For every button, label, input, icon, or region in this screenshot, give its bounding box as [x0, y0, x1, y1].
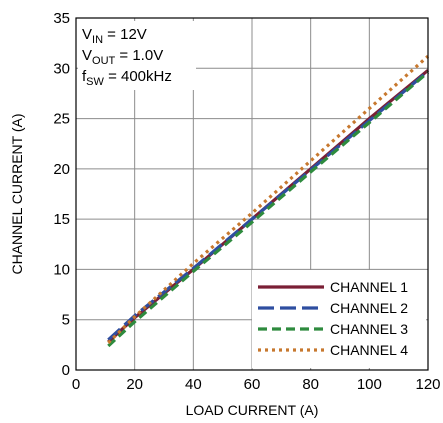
- condition-text: VOUT = 1.0V: [82, 47, 163, 67]
- x-tick-label: 20: [126, 376, 143, 393]
- legend: CHANNEL 1 CHANNEL 2 CHANNEL 3 CHANNEL 4: [252, 270, 426, 368]
- condition-value: = 400kHz: [104, 68, 172, 85]
- condition-value: = 12V: [103, 26, 147, 43]
- x-tick-labels: 0 20 40 60 80 100 120: [72, 376, 441, 393]
- y-tick-label: 0: [62, 362, 70, 379]
- y-tick-label: 5: [62, 312, 70, 329]
- condition-symbol: f: [82, 68, 87, 85]
- legend-label: CHANNEL 3: [330, 321, 408, 337]
- x-tick-label: 40: [185, 376, 202, 393]
- x-tick-label: 0: [72, 376, 80, 393]
- y-tick-label: 20: [53, 161, 70, 178]
- y-tick-labels: 0 5 10 15 20 25 30 35: [53, 10, 70, 379]
- y-tick-label: 35: [53, 10, 70, 27]
- series-line-channel-4: [107, 55, 430, 344]
- y-tick-label: 15: [53, 211, 70, 228]
- legend-label: CHANNEL 4: [330, 342, 408, 358]
- condition-subscript: IN: [92, 34, 103, 46]
- condition-subscript: OUT: [92, 55, 116, 67]
- condition-text: VIN = 12V: [82, 26, 147, 46]
- condition-symbol: V: [82, 26, 92, 43]
- y-tick-label: 30: [53, 60, 70, 77]
- plot-frame: [75, 17, 429, 371]
- legend-label: CHANNEL 1: [330, 279, 408, 295]
- y-tick-label: 10: [53, 261, 70, 278]
- conditions-background: [78, 21, 196, 90]
- x-tick-label: 100: [357, 376, 382, 393]
- x-tick-label: 80: [302, 376, 319, 393]
- x-tick-label: 120: [415, 376, 440, 393]
- plot-lines: [107, 55, 430, 348]
- condition-text: fSW = 400kHz: [82, 68, 172, 88]
- x-axis-label: LOAD CURRENT (A): [186, 402, 319, 418]
- x-tick-label: 60: [244, 376, 261, 393]
- y-axis-label: CHANNEL CURRENT (A): [9, 113, 25, 274]
- condition-value: = 1.0V: [115, 47, 163, 64]
- condition-subscript: SW: [86, 76, 104, 88]
- legend-label: CHANNEL 2: [330, 300, 408, 316]
- y-tick-label: 25: [53, 111, 70, 128]
- condition-symbol: V: [82, 47, 92, 64]
- series-line-channel-3: [107, 71, 430, 348]
